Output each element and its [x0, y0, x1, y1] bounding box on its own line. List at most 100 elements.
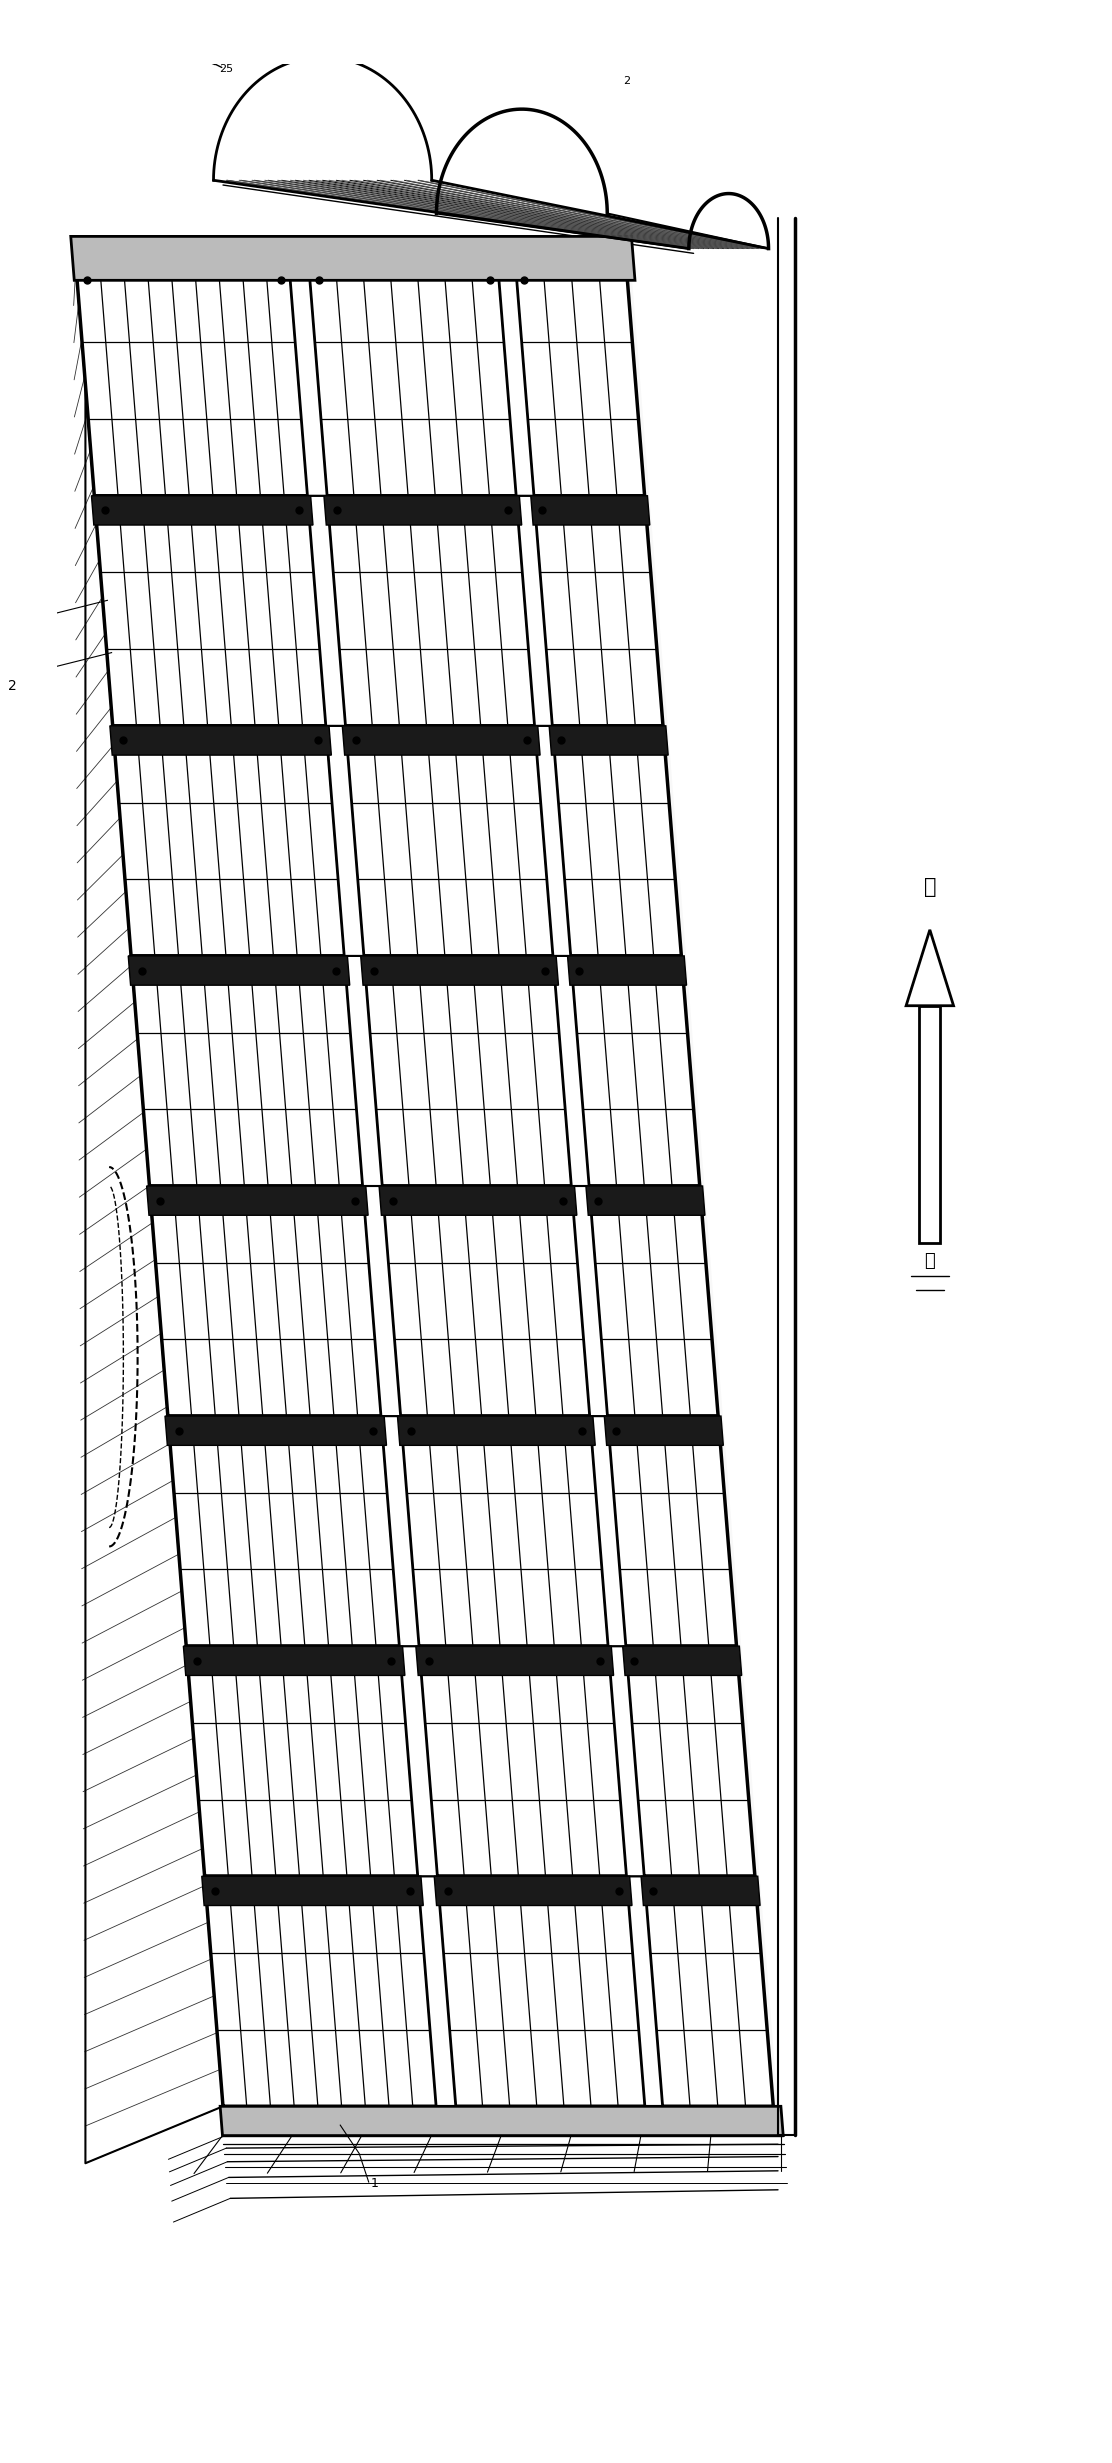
Point	[188, 1640, 206, 1680]
Polygon shape	[186, 1645, 418, 1877]
Polygon shape	[418, 1877, 456, 2106]
Text: 1: 1	[370, 2177, 378, 2190]
Polygon shape	[397, 1416, 595, 1446]
Bar	[920, 1005, 941, 1244]
Point	[515, 261, 533, 300]
Polygon shape	[416, 1645, 614, 1675]
Polygon shape	[149, 1187, 381, 1416]
Polygon shape	[308, 495, 345, 727]
Polygon shape	[364, 956, 572, 1187]
Polygon shape	[345, 956, 381, 1187]
Point	[328, 490, 346, 530]
Polygon shape	[76, 266, 224, 2163]
Point	[78, 261, 96, 300]
Point	[573, 1411, 590, 1451]
Polygon shape	[379, 1187, 577, 1214]
Polygon shape	[906, 931, 954, 1005]
Point	[555, 1180, 573, 1219]
Polygon shape	[220, 2106, 783, 2135]
Point	[272, 261, 290, 300]
Polygon shape	[110, 727, 331, 756]
Polygon shape	[498, 266, 534, 495]
Point	[347, 722, 365, 761]
Text: 2: 2	[8, 680, 17, 692]
Point	[384, 1180, 401, 1219]
Polygon shape	[342, 727, 540, 756]
Polygon shape	[112, 727, 345, 956]
Point	[420, 1640, 438, 1680]
Polygon shape	[308, 266, 516, 495]
Polygon shape	[535, 727, 570, 956]
Point	[592, 1640, 609, 1680]
Point	[364, 1411, 381, 1451]
Point	[609, 1872, 627, 1911]
Polygon shape	[534, 495, 663, 727]
Point	[536, 951, 554, 990]
Polygon shape	[608, 1645, 644, 1877]
Point	[439, 1872, 457, 1911]
Polygon shape	[95, 495, 326, 727]
Polygon shape	[71, 236, 635, 281]
Polygon shape	[644, 1877, 773, 2106]
Polygon shape	[400, 1416, 608, 1645]
Polygon shape	[165, 1416, 387, 1446]
Polygon shape	[183, 1645, 405, 1675]
Polygon shape	[326, 727, 364, 956]
Polygon shape	[623, 1645, 742, 1675]
Point	[552, 722, 569, 761]
Point	[625, 1640, 643, 1680]
Polygon shape	[530, 495, 649, 525]
Polygon shape	[626, 1645, 755, 1877]
Point	[383, 1640, 400, 1680]
Point	[518, 722, 536, 761]
Polygon shape	[437, 1877, 645, 2106]
Point	[588, 1180, 606, 1219]
Polygon shape	[363, 1187, 400, 1416]
Text: 2: 2	[623, 76, 631, 86]
Polygon shape	[91, 495, 312, 525]
Point	[290, 490, 308, 530]
Point	[480, 261, 498, 300]
Point	[346, 1180, 364, 1219]
Point	[207, 1872, 225, 1911]
Polygon shape	[567, 956, 686, 985]
Polygon shape	[399, 1645, 437, 1877]
Polygon shape	[381, 1187, 590, 1416]
Polygon shape	[345, 727, 554, 956]
Point	[170, 1411, 188, 1451]
Point	[400, 1872, 418, 1911]
Polygon shape	[549, 727, 668, 756]
Polygon shape	[590, 1416, 626, 1645]
Polygon shape	[289, 266, 327, 495]
Polygon shape	[205, 1877, 437, 2106]
Point	[499, 490, 517, 530]
Point	[607, 1411, 625, 1451]
Polygon shape	[627, 1877, 663, 2106]
Text: 北: 北	[924, 877, 936, 897]
Polygon shape	[607, 1416, 736, 1645]
Point	[151, 1180, 169, 1219]
Polygon shape	[214, 180, 768, 249]
Point	[534, 490, 552, 530]
Point	[115, 722, 132, 761]
Polygon shape	[572, 1187, 607, 1416]
Text: 南: 南	[924, 1251, 935, 1271]
Polygon shape	[360, 956, 558, 985]
Point	[132, 951, 150, 990]
Point	[310, 261, 328, 300]
Point	[309, 722, 327, 761]
Point	[96, 490, 113, 530]
Polygon shape	[516, 495, 552, 727]
Polygon shape	[434, 1877, 632, 1906]
Polygon shape	[515, 266, 645, 495]
Polygon shape	[552, 727, 682, 956]
Polygon shape	[324, 495, 522, 525]
Polygon shape	[570, 956, 699, 1187]
Point	[644, 1872, 662, 1911]
Polygon shape	[554, 956, 588, 1187]
Polygon shape	[168, 1416, 399, 1645]
Polygon shape	[586, 1187, 705, 1214]
Polygon shape	[588, 1187, 718, 1416]
Polygon shape	[327, 495, 535, 727]
Polygon shape	[604, 1416, 723, 1446]
